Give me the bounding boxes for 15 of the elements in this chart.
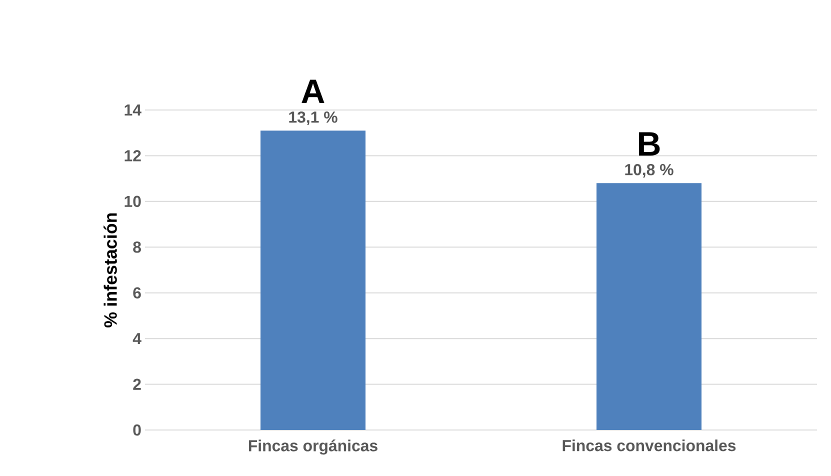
y-tick-label: 10	[124, 196, 141, 208]
y-tick-label: 8	[133, 242, 141, 253]
annotation: A	[302, 80, 324, 104]
y-tick-label: 4	[132, 333, 142, 344]
y-tick-label: 0	[133, 424, 141, 436]
data-label: 10,8 %	[625, 164, 674, 178]
y-tick-label: 14	[124, 104, 142, 116]
y-axis-title: % infestación	[104, 213, 117, 328]
y-tick-label: 12	[124, 150, 141, 162]
x-tick-label: Fincas convencionales	[562, 440, 736, 452]
y-tick-label: 2	[133, 378, 141, 390]
data-label: 13,1 %	[289, 111, 338, 126]
y-tick-label: 6	[133, 287, 141, 298]
annotation: B	[639, 132, 660, 156]
x-tick-label: Fincas orgánicas	[248, 440, 378, 455]
